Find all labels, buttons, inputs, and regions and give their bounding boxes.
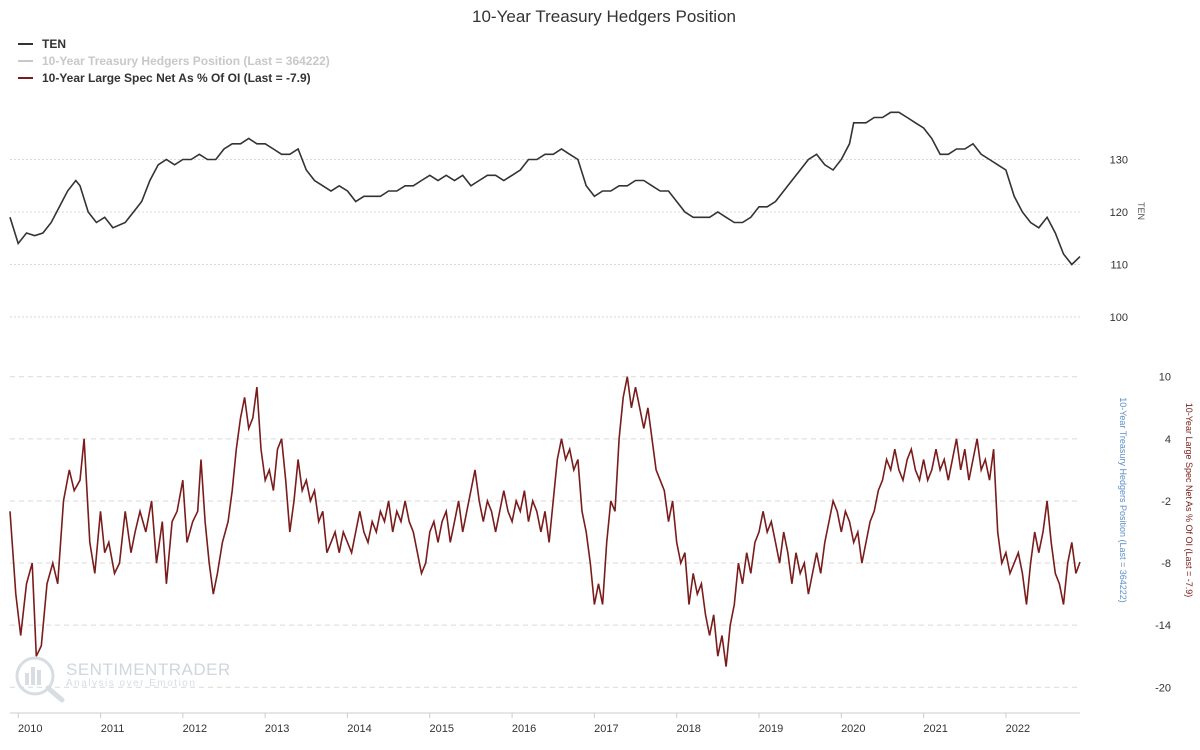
watermark-tagline: Analysis over Emotion: [66, 678, 196, 689]
x-tick-label: 2014: [347, 723, 371, 735]
legend-label-hedgers: 10-Year Treasury Hedgers Position (Last …: [42, 54, 330, 68]
x-tick-label: 2012: [183, 723, 207, 735]
x-tick-label: 2018: [676, 723, 700, 735]
legend: TEN 10-Year Treasury Hedgers Position (L…: [18, 37, 330, 85]
price-y-axis-title: TEN: [1136, 202, 1146, 220]
spec-gridlines: [10, 376, 1080, 688]
watermark: SENTIMENTRADER Analysis over Emotion: [15, 656, 231, 703]
spec-y-tick-label: -14: [1155, 620, 1171, 632]
legend-item-hedgers[interactable]: 10-Year Treasury Hedgers Position (Last …: [18, 54, 330, 68]
spec-y-tick-label: -20: [1155, 682, 1171, 694]
price-y-tick-label: 130: [1110, 155, 1128, 167]
legend-item-spec[interactable]: 10-Year Large Spec Net As % Of OI (Last …: [18, 71, 311, 85]
spec-y-tick-label: 4: [1165, 434, 1171, 446]
price-y-tick-label: 110: [1110, 260, 1128, 272]
x-tick-label: 2013: [265, 723, 289, 735]
watermark-brand: SENTIMENTRADER: [66, 660, 231, 679]
price-y-tick-label: 120: [1110, 207, 1128, 219]
x-tick-label: 2019: [759, 723, 783, 735]
price-y-tick-label: 100: [1110, 312, 1128, 324]
legend-item-ten[interactable]: TEN: [18, 37, 66, 51]
spec-panel: 10 4 -2 -8 -14 -20 10-Year Treasury Hedgers P…: [9, 372, 1194, 695]
hedgers-y-axis-title: 10-Year Treasury Hedgers Position (Last …: [1118, 397, 1128, 603]
legend-label-ten: TEN: [42, 37, 66, 51]
series-line-ten: [9, 111, 1081, 266]
spec-y-tick-label: 10: [1159, 372, 1171, 384]
spec-y-tick-label: -8: [1161, 558, 1171, 570]
price-gridlines: [10, 159, 1080, 318]
x-tick-label: 2015: [430, 723, 454, 735]
x-tick-label: 2021: [923, 723, 947, 735]
x-tick-label: 2010: [18, 723, 42, 735]
chart-title: 10-Year Treasury Hedgers Position: [472, 7, 736, 26]
x-tick-label: 2016: [512, 723, 536, 735]
x-axis-ticks: 2010 2011 2012 2013 2014 2015 2016 2017 2018 2019…: [17, 713, 1030, 735]
legend-label-spec: 10-Year Large Spec Net As % Of OI (Last …: [42, 71, 311, 85]
price-y-ticks: 130 120 110 100: [1110, 155, 1128, 325]
spec-y-axis-title: 10-Year Large Spec Net As % Of OI (Last …: [1184, 403, 1194, 598]
x-tick-label: 2017: [594, 723, 618, 735]
x-tick-label: 2022: [1006, 723, 1030, 735]
price-panel: 130 120 110 100 TEN: [9, 111, 1146, 325]
watermark-logo-icon: [15, 656, 65, 703]
series-line-spec: [9, 376, 1081, 667]
x-tick-label: 2020: [841, 723, 865, 735]
spec-y-ticks: 10 4 -2 -8 -14 -20: [1155, 372, 1171, 695]
spec-y-tick-label: -2: [1161, 496, 1171, 508]
x-tick-label: 2011: [101, 723, 125, 735]
